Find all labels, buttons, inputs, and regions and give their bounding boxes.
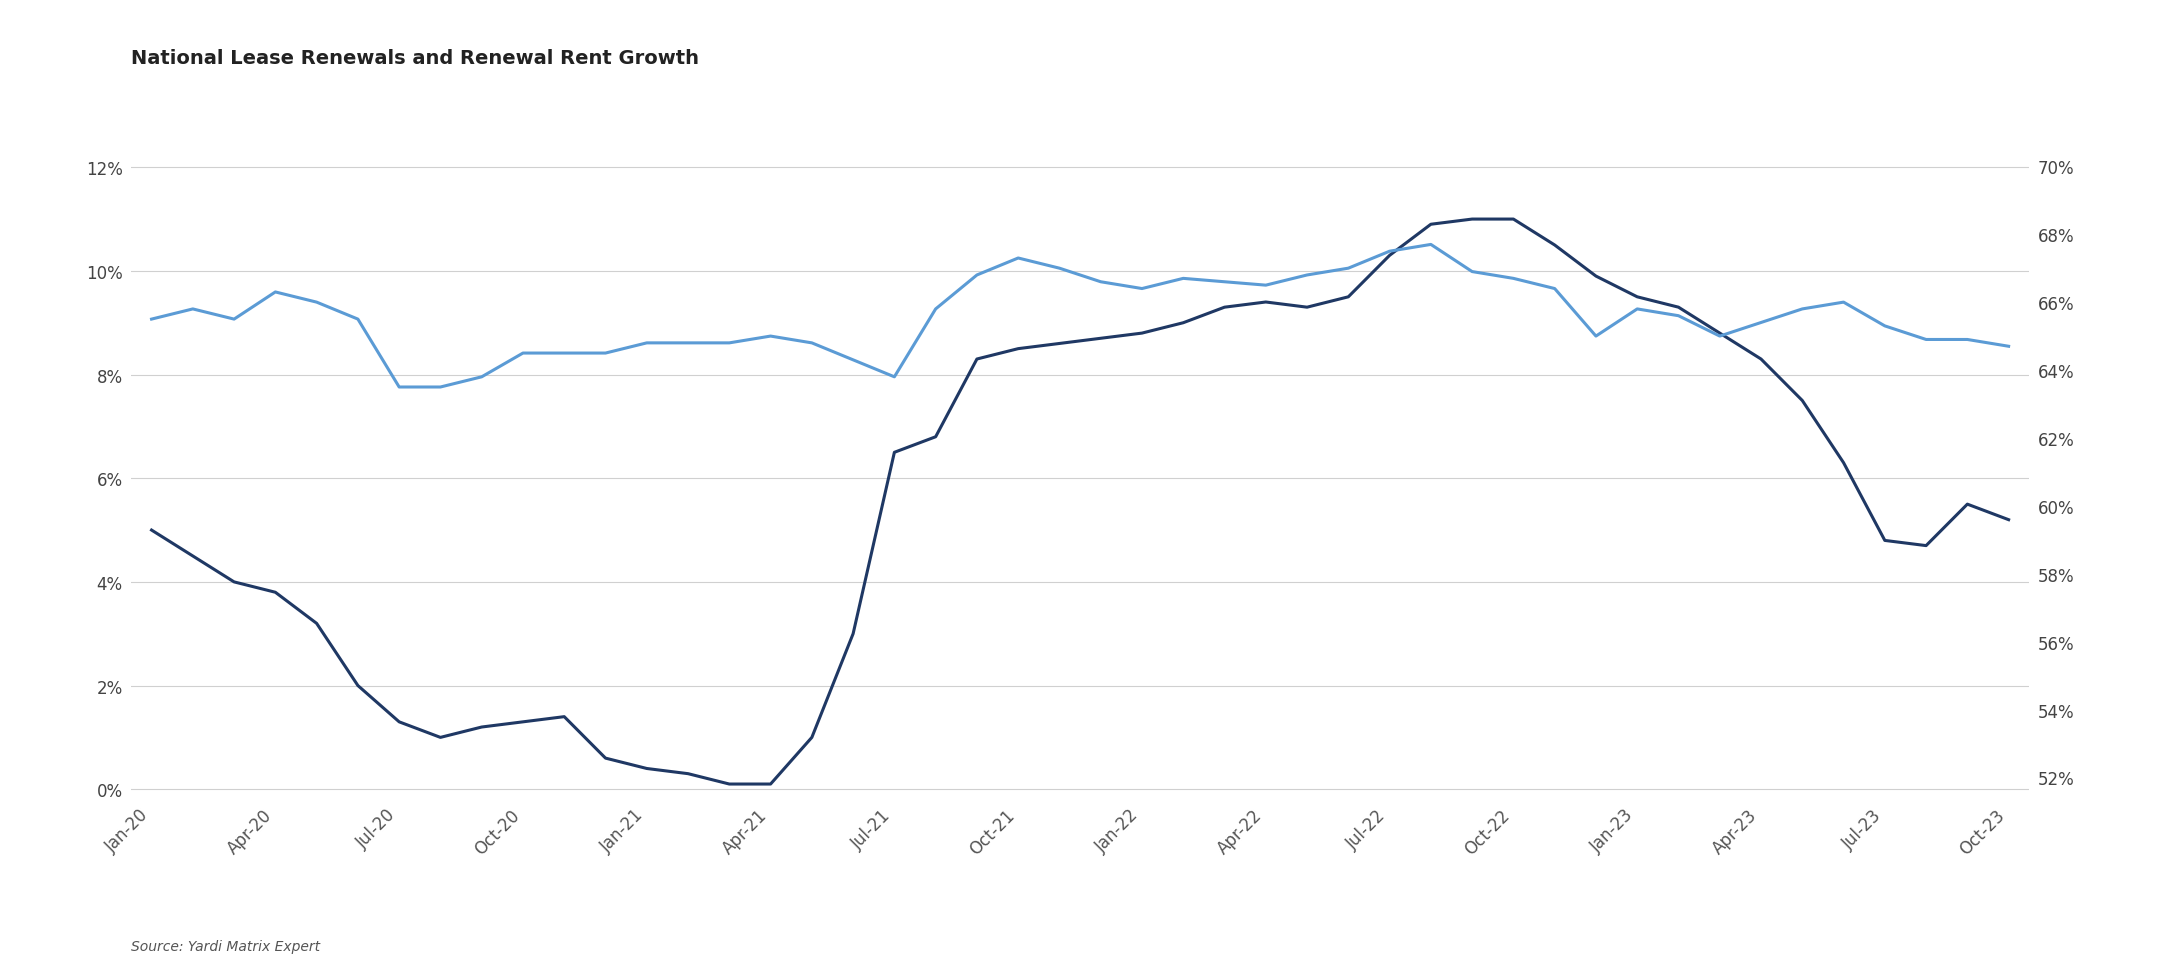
Text: Source: Yardi Matrix Expert: Source: Yardi Matrix Expert: [131, 939, 321, 953]
Text: National Lease Renewals and Renewal Rent Growth: National Lease Renewals and Renewal Rent…: [131, 48, 698, 68]
